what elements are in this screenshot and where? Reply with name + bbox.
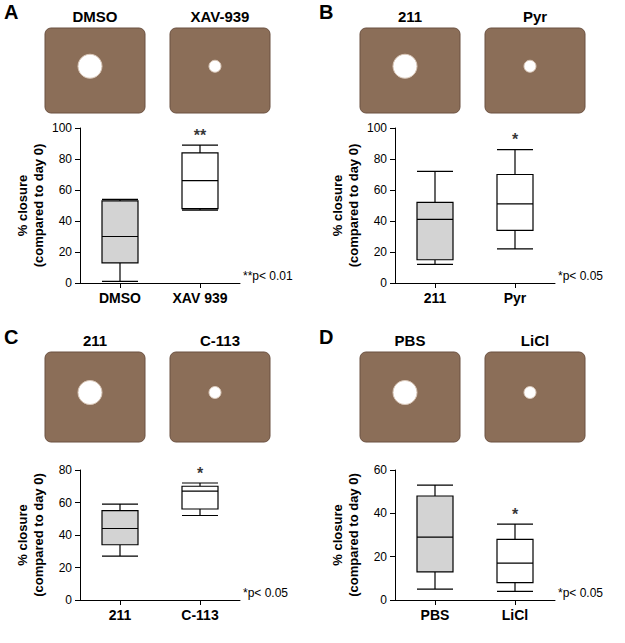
- svg-text:0: 0: [380, 276, 387, 290]
- svg-text:20: 20: [59, 561, 73, 575]
- svg-text:211: 211: [398, 8, 422, 25]
- svg-text:211: 211: [83, 332, 107, 349]
- svg-text:DMSO: DMSO: [99, 290, 141, 306]
- svg-text:Pyr: Pyr: [523, 8, 547, 25]
- svg-text:211: 211: [109, 607, 132, 623]
- svg-text:**p< 0.01: **p< 0.01: [243, 269, 293, 283]
- svg-text:% closure: % closure: [15, 504, 30, 565]
- svg-text:LiCl: LiCl: [521, 332, 549, 349]
- svg-text:40: 40: [374, 506, 388, 520]
- svg-text:100: 100: [52, 121, 72, 135]
- svg-text:C: C: [4, 326, 18, 348]
- svg-text:0: 0: [380, 593, 387, 607]
- svg-text:60: 60: [374, 463, 388, 477]
- svg-text:D: D: [319, 326, 333, 348]
- svg-text:*p< 0.05: *p< 0.05: [243, 586, 288, 600]
- svg-text:XAV 939: XAV 939: [173, 290, 228, 306]
- svg-text:60: 60: [59, 183, 73, 197]
- svg-text:(compared to day 0): (compared to day 0): [346, 144, 361, 268]
- svg-text:60: 60: [374, 183, 388, 197]
- svg-text:*: *: [512, 506, 519, 523]
- svg-text:DMSO: DMSO: [73, 8, 118, 25]
- svg-text:80: 80: [59, 463, 73, 477]
- svg-text:*p< 0.05: *p< 0.05: [558, 269, 603, 283]
- svg-text:20: 20: [374, 245, 388, 259]
- svg-text:(compared to day 0): (compared to day 0): [346, 473, 361, 597]
- svg-text:(compared to day 0): (compared to day 0): [31, 144, 46, 268]
- svg-text:(compared to day 0): (compared to day 0): [31, 473, 46, 597]
- svg-text:100: 100: [367, 121, 387, 135]
- svg-text:*p< 0.05: *p< 0.05: [558, 586, 603, 600]
- svg-text:40: 40: [59, 214, 73, 228]
- svg-text:40: 40: [59, 528, 73, 542]
- svg-text:0: 0: [65, 276, 72, 290]
- svg-text:*: *: [512, 131, 519, 148]
- svg-text:XAV-939: XAV-939: [191, 8, 250, 25]
- svg-text:60: 60: [59, 496, 73, 510]
- svg-text:A: A: [4, 1, 18, 23]
- svg-text:% closure: % closure: [15, 175, 30, 236]
- svg-text:C-113: C-113: [181, 607, 219, 623]
- svg-text:20: 20: [59, 245, 73, 259]
- svg-text:% closure: % closure: [330, 504, 345, 565]
- svg-text:211: 211: [424, 290, 447, 306]
- svg-text:B: B: [319, 1, 333, 23]
- svg-text:*: *: [197, 465, 204, 482]
- svg-text:80: 80: [59, 152, 73, 166]
- svg-text:Pyr: Pyr: [504, 290, 527, 306]
- svg-text:**: **: [194, 127, 207, 144]
- svg-text:0: 0: [65, 593, 72, 607]
- svg-text:PBS: PBS: [421, 607, 450, 623]
- svg-text:20: 20: [374, 550, 388, 564]
- svg-text:40: 40: [374, 214, 388, 228]
- svg-text:PBS: PBS: [395, 332, 426, 349]
- svg-text:C-113: C-113: [200, 332, 240, 349]
- svg-text:80: 80: [374, 152, 388, 166]
- svg-text:% closure: % closure: [330, 175, 345, 236]
- svg-text:LiCl: LiCl: [502, 607, 528, 623]
